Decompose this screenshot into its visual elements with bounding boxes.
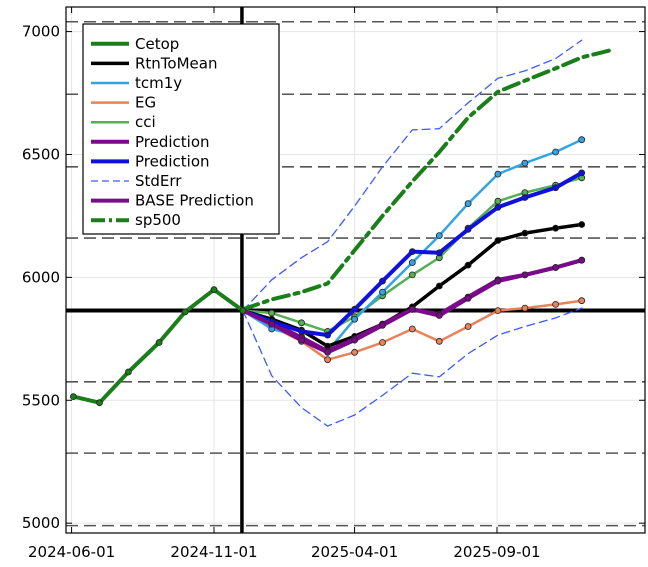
data-point-base-prediction-9 — [351, 336, 359, 344]
data-point-tcm1y-2 — [578, 136, 586, 144]
data-point-eg-3 — [408, 325, 416, 333]
data-point-eg-3 — [324, 356, 332, 364]
data-point-tcm1y-2 — [408, 259, 416, 267]
data-point-prediction-6 — [408, 248, 416, 256]
data-point-cetop-0 — [124, 368, 132, 376]
data-point-tcm1y-2 — [521, 159, 529, 167]
data-point-base-prediction-9 — [268, 320, 276, 328]
data-point-tcm1y-2 — [552, 148, 559, 156]
y-tick-label: 6500 — [22, 145, 60, 163]
x-tick-label: 2025-04-01 — [311, 543, 398, 561]
data-point-prediction-6 — [464, 225, 472, 233]
legend-label: sp500 — [135, 211, 181, 229]
data-point-base-prediction-9 — [464, 294, 472, 302]
data-point-eg-3 — [521, 304, 529, 312]
data-point-cci-4 — [494, 197, 502, 205]
data-point-eg-3 — [494, 307, 502, 315]
x-tick-label: 2024-11-01 — [170, 543, 257, 561]
data-point-base-prediction-9 — [298, 336, 305, 344]
legend-label: BASE Prediction — [135, 192, 254, 210]
legend-label: Prediction — [135, 133, 210, 151]
data-point-prediction-6 — [351, 305, 359, 313]
data-point-tcm1y-2 — [494, 170, 502, 178]
data-point-cci-4 — [298, 319, 305, 327]
data-point-prediction-6 — [324, 331, 332, 339]
data-point-rtntomean-1 — [464, 261, 472, 269]
data-point-base-prediction-9 — [578, 256, 586, 264]
legend-label: Cetop — [135, 35, 179, 53]
data-point-rtntomean-1 — [552, 224, 559, 232]
y-tick-label: 7000 — [22, 23, 60, 41]
data-point-cetop-0 — [239, 307, 247, 315]
data-point-eg-3 — [552, 300, 559, 308]
plot-frame — [65, 6, 646, 534]
legend-label: RtnToMean — [135, 54, 217, 72]
legend-label: StdErr — [135, 172, 182, 190]
y-tick-label: 5000 — [22, 514, 60, 532]
series-line-stderr-7 — [242, 39, 583, 312]
data-point-rtntomean-1 — [494, 237, 502, 244]
data-point-rtntomean-1 — [435, 282, 443, 290]
data-point-prediction-6 — [494, 203, 502, 211]
legend-label: Prediction — [135, 152, 210, 170]
data-point-rtntomean-1 — [578, 221, 586, 228]
data-point-cetop-0 — [210, 286, 218, 294]
data-point-tcm1y-2 — [379, 288, 386, 296]
data-point-cetop-0 — [96, 399, 103, 407]
data-point-base-prediction-9 — [408, 305, 416, 313]
data-point-base-prediction-9 — [324, 348, 332, 356]
series-line-stderr-lower-8 — [242, 307, 583, 427]
data-point-cci-4 — [408, 271, 416, 279]
x-tick-label: 2025-09-01 — [453, 543, 540, 561]
data-point-tcm1y-2 — [351, 315, 359, 323]
data-point-prediction-6 — [435, 249, 443, 257]
data-point-rtntomean-1 — [521, 229, 529, 237]
series-lines — [70, 39, 614, 427]
legend-label: cci — [135, 113, 156, 131]
data-point-prediction-6 — [521, 194, 529, 201]
series-line-sp500-10 — [240, 48, 614, 312]
legend-label: tcm1y — [135, 74, 182, 92]
data-point-prediction-6 — [578, 169, 586, 177]
data-point-eg-3 — [464, 323, 472, 330]
data-point-cetop-0 — [70, 393, 77, 401]
legend-label: EG — [135, 94, 156, 112]
data-point-base-prediction-9 — [435, 312, 443, 319]
data-point-tcm1y-2 — [435, 232, 443, 240]
y-tick-label: 6000 — [22, 268, 60, 286]
data-point-tcm1y-2 — [464, 200, 472, 208]
data-point-cetop-0 — [155, 339, 163, 346]
data-point-eg-3 — [578, 297, 586, 305]
data-point-eg-3 — [351, 348, 359, 356]
data-point-base-prediction-9 — [379, 321, 386, 329]
x-tick-label: 2024-06-01 — [28, 543, 115, 561]
data-point-eg-3 — [435, 337, 443, 345]
data-point-prediction-6 — [552, 184, 559, 192]
data-point-eg-3 — [379, 339, 386, 346]
data-point-base-prediction-9 — [521, 271, 529, 279]
series-line-cetop-0 — [71, 287, 245, 405]
axis-ticks: 5000 5500 6000 6500 7000 2024-06-01 2024-11-01… — [22, 7, 645, 561]
data-point-cci-4 — [268, 309, 276, 317]
data-point-base-prediction-9 — [552, 264, 559, 271]
data-point-prediction-6 — [298, 327, 305, 335]
y-tick-label: 5500 — [22, 391, 60, 409]
data-point-base-prediction-9 — [494, 277, 502, 285]
data-point-prediction-6 — [379, 277, 386, 285]
data-point-cetop-0 — [181, 308, 189, 316]
